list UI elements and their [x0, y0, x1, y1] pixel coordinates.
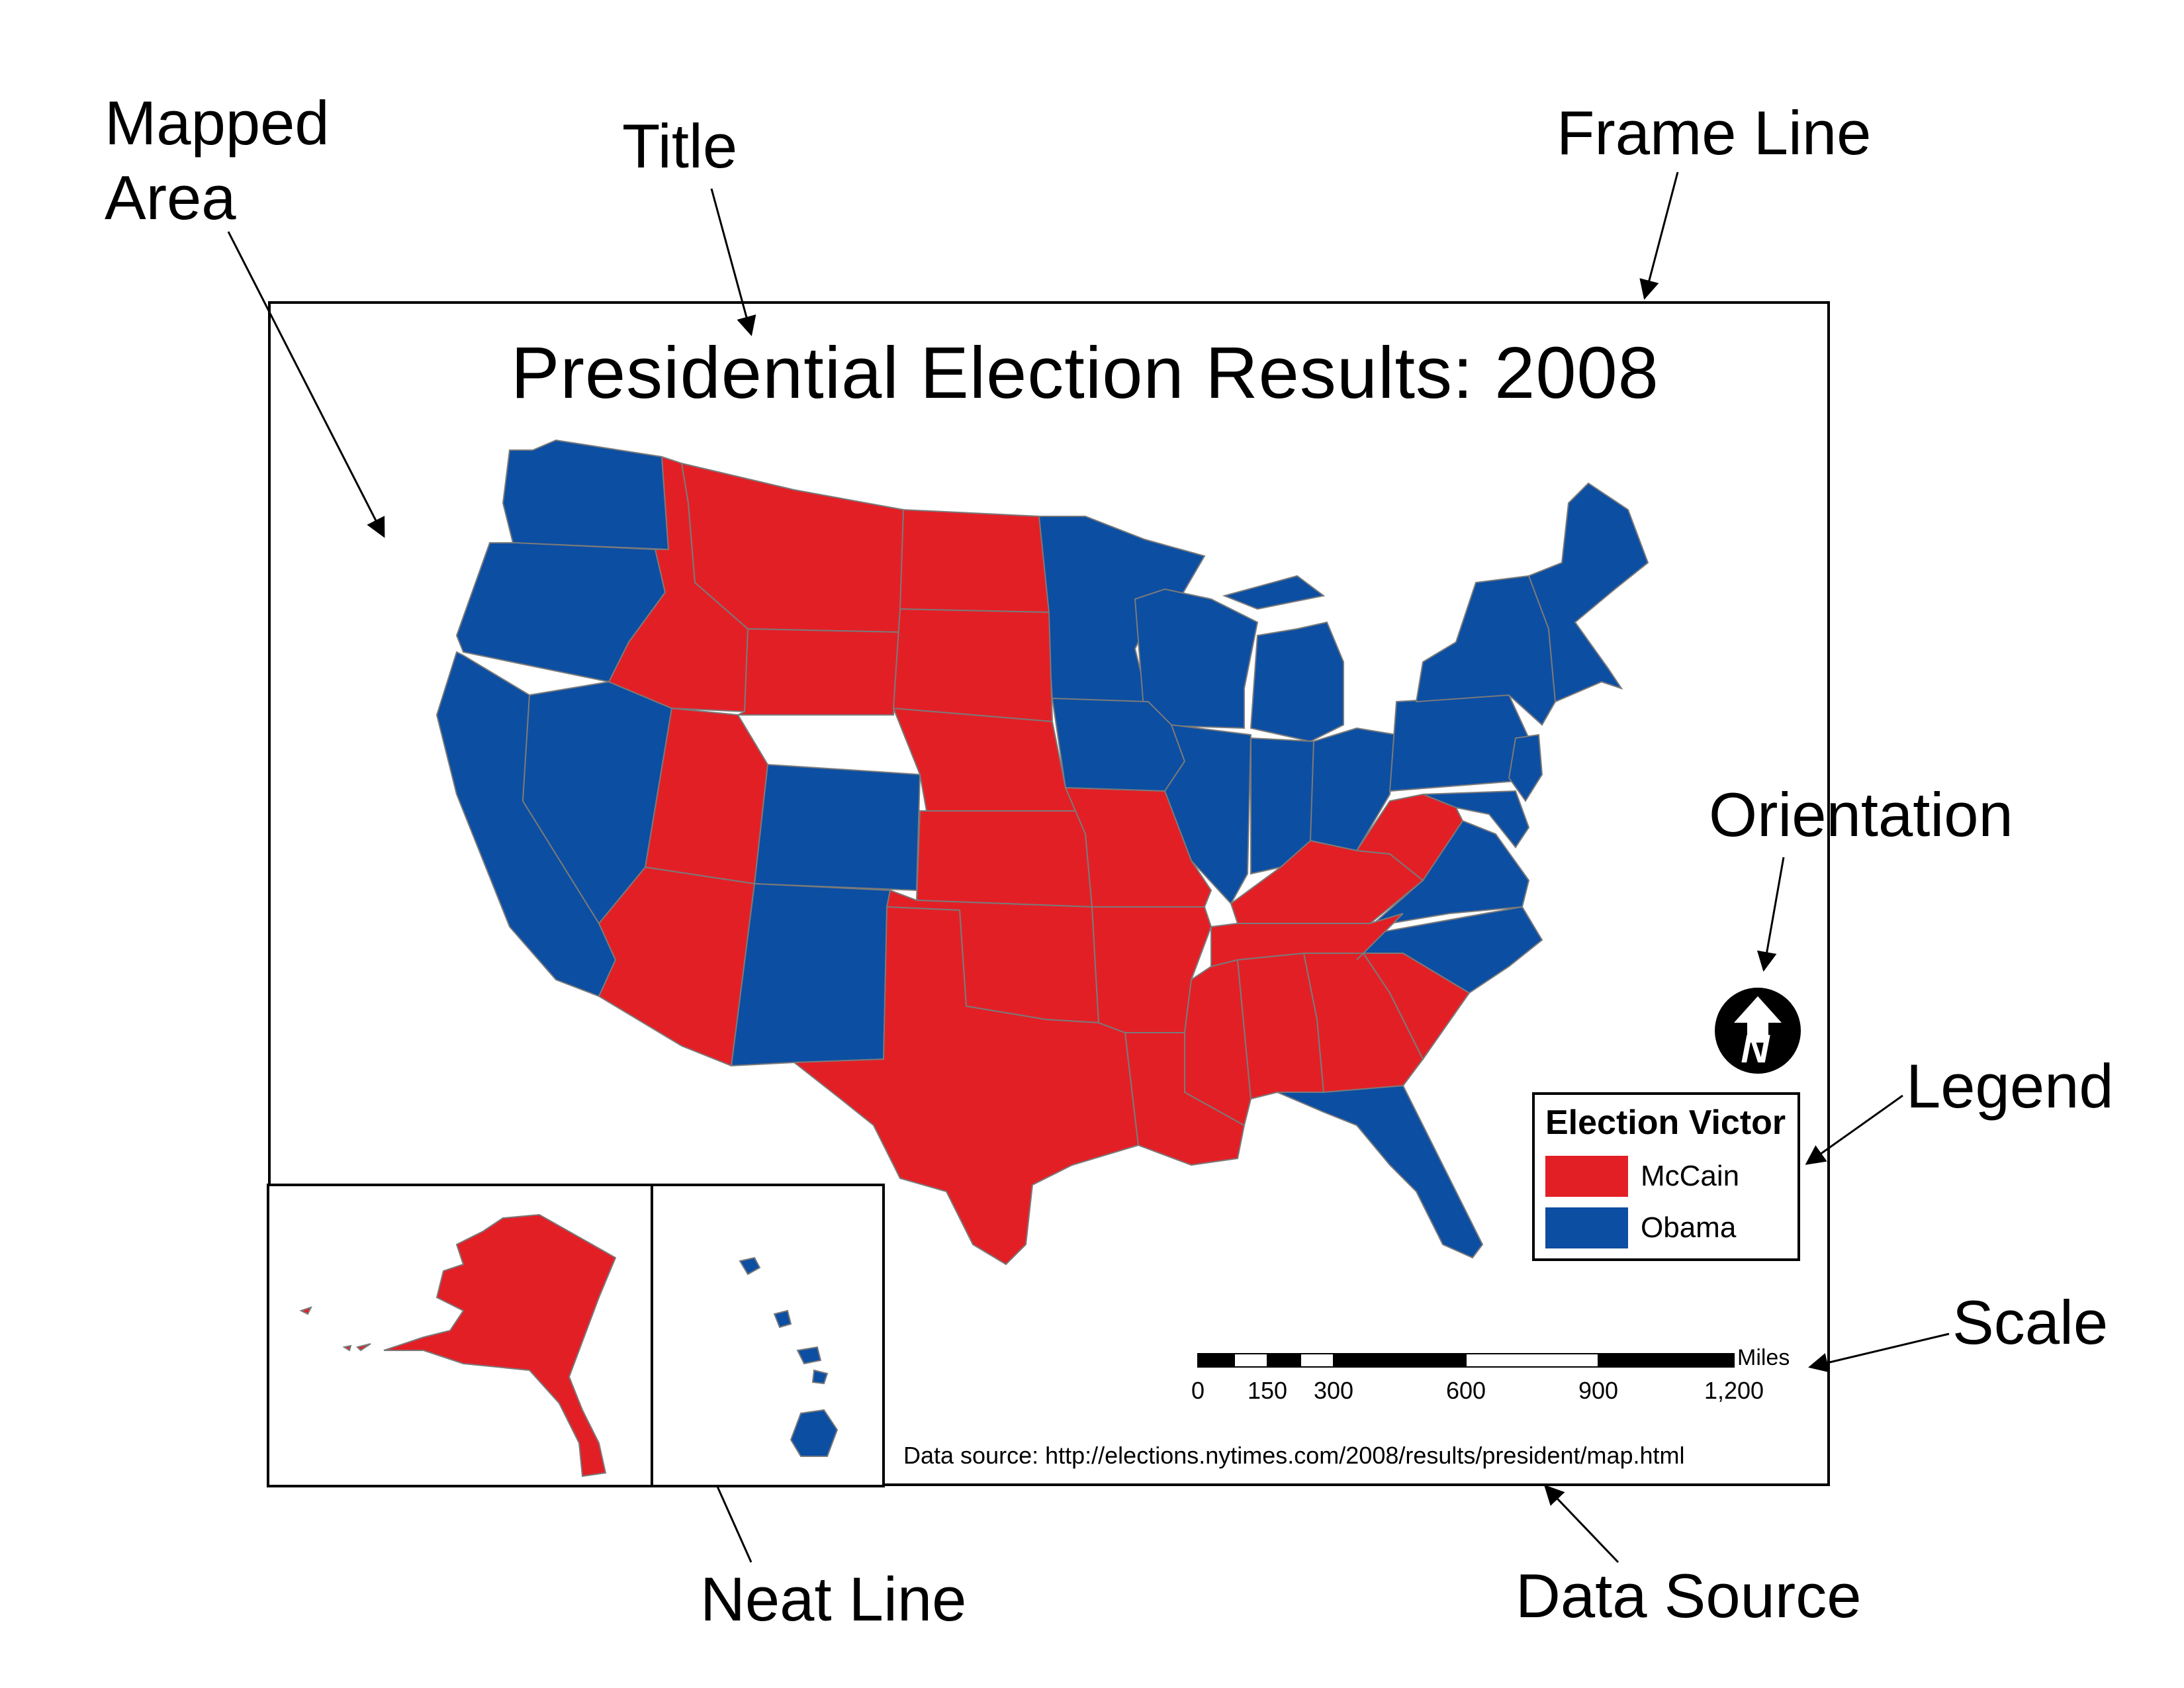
leader-title [710, 188, 756, 336]
map-frame [268, 301, 1830, 1486]
state-new-jersey [1508, 733, 1543, 802]
legend-title: Election Victor [1545, 1103, 1786, 1142]
hawaii-maui-group [796, 1346, 829, 1385]
state-south-dakota [892, 608, 1054, 723]
state-west-virginia [1355, 793, 1464, 882]
north-arrow-icon: N [1715, 988, 1801, 1074]
legend-swatch-mccain [1545, 1156, 1628, 1197]
state-missouri [1064, 786, 1212, 908]
inset-hawaii-neatline [651, 1184, 885, 1487]
scale-tick: 1,200 [1704, 1377, 1764, 1404]
leader-frame-line [1639, 171, 1679, 300]
scale-tick: 300 [1313, 1377, 1354, 1404]
state-florida [1277, 1084, 1484, 1259]
state-wyoming [737, 628, 901, 716]
state-new-england [1527, 482, 1649, 703]
state-colorado [753, 763, 921, 892]
state-arizona [598, 866, 756, 1067]
callout-data-source: Data Source [1516, 1561, 1862, 1630]
scale-tick: 900 [1578, 1377, 1619, 1404]
hawaii-big-island [790, 1409, 839, 1457]
state-washington [502, 439, 670, 551]
alaska-inset [299, 1213, 617, 1477]
scale-tick: 600 [1445, 1377, 1486, 1404]
scale-bar [1197, 1353, 1735, 1368]
state-kansas [915, 810, 1093, 908]
mccain-states [598, 455, 1471, 1266]
north-arrow-letter: N [1741, 1027, 1770, 1071]
callout-legend: Legend [1906, 1051, 2114, 1121]
obama-states [435, 439, 1649, 1259]
legend-label-obama: Obama [1641, 1211, 1737, 1244]
leader-orientation [1756, 857, 1785, 972]
data-source-text: Data source: http://elections.nytimes.co… [903, 1442, 1685, 1469]
callout-scale: Scale [1952, 1288, 2109, 1357]
leader-data-source [1543, 1484, 1619, 1564]
callout-mapped-area: Mapped Area [105, 88, 330, 232]
scale-tick: 150 [1247, 1377, 1288, 1404]
state-nebraska [892, 707, 1080, 812]
callout-orientation: Orientation [1709, 780, 2013, 849]
map-title: Presidential Election Results: 2008 [511, 332, 1659, 414]
scale-unit: Miles [1737, 1345, 1790, 1370]
state-south-carolina [1362, 953, 1471, 1060]
scale-tick: 0 [1191, 1377, 1205, 1404]
callout-frame-line: Frame Line [1557, 98, 1872, 167]
leader-scale [1808, 1333, 1950, 1373]
hawaii-inset [739, 1256, 839, 1457]
state-texas [792, 906, 1140, 1266]
state-utah [644, 707, 769, 885]
state-michigan [1222, 575, 1344, 743]
state-north-dakota [899, 508, 1050, 614]
leader-mapped-area [227, 231, 385, 538]
state-pennsylvania [1388, 694, 1530, 792]
state-new-mexico [730, 882, 891, 1067]
legend: Election Victor McCain Obama [1532, 1092, 1800, 1261]
callout-title: Title [622, 111, 738, 181]
legend-swatch-obama [1545, 1207, 1628, 1248]
hawaii-kauai [739, 1256, 761, 1276]
callout-neat-line: Neat Line [700, 1564, 967, 1634]
legend-label-mccain: McCain [1641, 1160, 1740, 1192]
hawaii-oahu [773, 1309, 792, 1329]
alaska-islands [299, 1306, 371, 1352]
state-alaska [383, 1213, 617, 1477]
leader-legend [1805, 1094, 1903, 1165]
